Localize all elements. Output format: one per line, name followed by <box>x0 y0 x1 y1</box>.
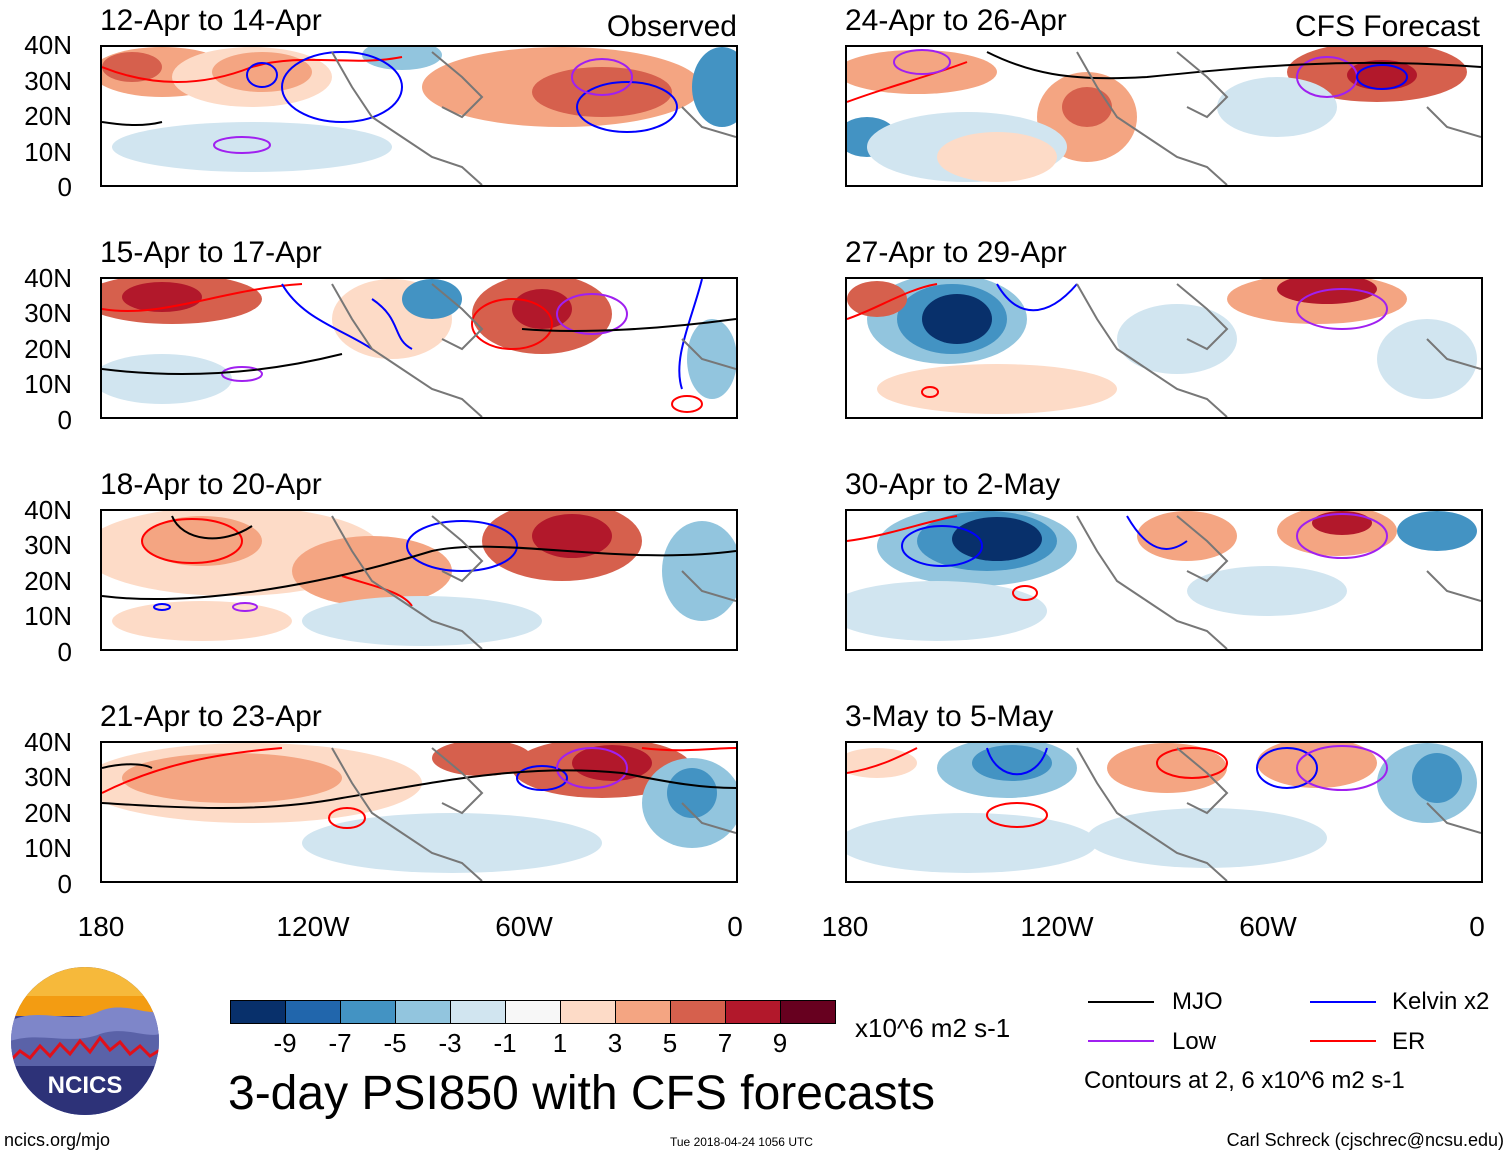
map-panel-3 <box>100 277 738 419</box>
colorbar-label: 5 <box>662 1028 678 1058</box>
map-panel-8 <box>845 741 1483 883</box>
colorbar-units: x10^6 m2 s-1 <box>855 1013 1011 1043</box>
footer-timestamp: Tue 2018-04-24 1056 UTC <box>670 1135 813 1149</box>
ncics-logo: NCICS <box>10 966 160 1116</box>
legend-low-label: Low <box>1172 1028 1217 1055</box>
colorbar-swatch <box>450 1000 506 1024</box>
colorbar-label: 7 <box>717 1028 733 1058</box>
legend-kelvin-line <box>1310 1001 1376 1003</box>
legend-low-line <box>1088 1040 1154 1042</box>
colorbar-label: -3 <box>438 1028 462 1058</box>
panel-title-6: 30-Apr to 2-May <box>845 468 1061 501</box>
cfs-forecast-label: CFS Forecast <box>1294 10 1480 43</box>
map-panel-2 <box>845 45 1483 187</box>
colorbar-swatch <box>560 1000 616 1024</box>
colorbar-swatch <box>725 1000 781 1024</box>
panel-title-8: 3-May to 5-May <box>845 700 1054 733</box>
colorbar-label: 3 <box>607 1028 623 1058</box>
colorbar-swatch <box>505 1000 561 1024</box>
colorbar-label: -7 <box>328 1028 352 1058</box>
panel-title-3: 15-Apr to 17-Apr <box>100 236 322 269</box>
observed-label: Observed <box>606 10 737 43</box>
panel-title-2: 24-Apr to 26-Apr <box>845 4 1067 37</box>
map-panel-5 <box>100 509 738 651</box>
legend-mjo-label: MJO <box>1172 988 1223 1015</box>
panel-title-4: 27-Apr to 29-Apr <box>845 236 1067 269</box>
map-panel-1 <box>100 45 738 187</box>
map-panel-4 <box>845 277 1483 419</box>
footer-url[interactable]: ncics.org/mjo <box>4 1130 111 1150</box>
colorbar-label: 9 <box>772 1028 788 1058</box>
legend-contour-note: Contours at 2, 6 x10^6 m2 s-1 <box>1084 1067 1405 1094</box>
panel-title-1: 12-Apr to 14-Apr <box>100 4 322 37</box>
colorbar-swatch <box>395 1000 451 1024</box>
colorbar-label: -9 <box>273 1028 297 1058</box>
colorbar-swatch <box>670 1000 726 1024</box>
panel-title-5: 18-Apr to 20-Apr <box>100 468 322 501</box>
colorbar-label: -5 <box>383 1028 407 1058</box>
legend-er-label: ER <box>1392 1028 1426 1055</box>
legend-kelvin-label: Kelvin x2 <box>1392 988 1490 1015</box>
colorbar-label: 1 <box>552 1028 568 1058</box>
main-title: 3-day PSI850 with CFS forecasts <box>228 1067 935 1120</box>
footer-author: Carl Schreck (cjschrec@ncsu.edu) <box>1226 1130 1504 1150</box>
legend-mjo-line <box>1088 1001 1154 1003</box>
svg-text:NCICS: NCICS <box>48 1072 123 1099</box>
colorbar-swatch <box>230 1000 286 1024</box>
colorbar-swatch <box>340 1000 396 1024</box>
colorbar-swatch <box>285 1000 341 1024</box>
colorbar: -9 -7 -5 -3 -1 1 3 5 7 9 <box>230 1000 836 1060</box>
colorbar-swatch <box>780 1000 836 1024</box>
panel-title-7: 21-Apr to 23-Apr <box>100 700 322 733</box>
colorbar-label: -1 <box>493 1028 517 1058</box>
map-panel-6 <box>845 509 1483 651</box>
map-panel-7 <box>100 741 738 883</box>
legend-er-line <box>1310 1040 1376 1042</box>
colorbar-swatch <box>615 1000 671 1024</box>
